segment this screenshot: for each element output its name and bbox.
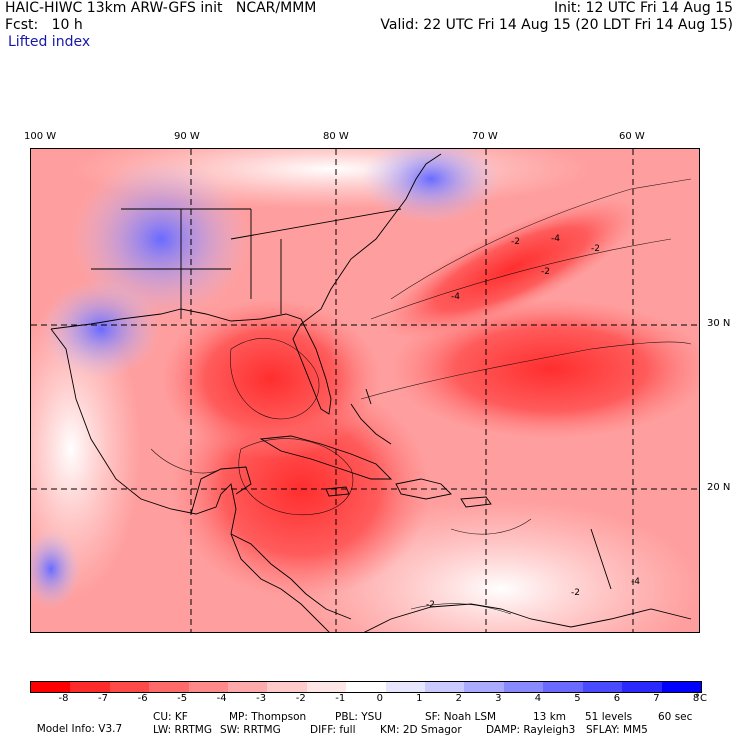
colorbar-label: -7 — [98, 693, 109, 704]
lon-label-70w: 70 W — [472, 131, 498, 142]
model-info: Model Info: V3.7 — [36, 723, 123, 735]
colorbar-label: 1 — [416, 693, 423, 704]
valid-time: Valid: 22 UTC Fri 14 Aug 15 (20 LDT Fri … — [380, 17, 733, 33]
mexico-coast — [50, 328, 330, 632]
colorbar-segment — [267, 682, 307, 692]
colorbar-label: 8 — [692, 693, 700, 704]
colorbar-segment — [582, 682, 623, 692]
model-title: HAIC-HIWC 13km ARW-GFS init NCAR/MMM — [5, 0, 317, 16]
graticule — [31, 149, 699, 632]
coastlines — [50, 153, 692, 632]
colorbar-label: 5 — [574, 693, 581, 704]
cu-info: CU: KF — [153, 711, 188, 723]
contour-label: -2 — [571, 588, 580, 598]
km-info: KM: 2D Smagor — [380, 724, 462, 736]
blue-area-northeast — [361, 149, 501, 224]
colorbar-label: 2 — [455, 693, 462, 704]
contours — [150, 178, 692, 615]
contour-label: -2 — [426, 600, 435, 610]
colorbar-segment — [149, 682, 189, 692]
south-america — [363, 603, 692, 632]
lon-label-60w: 60 W — [619, 131, 645, 142]
colorbar-segment — [306, 682, 347, 692]
contour-label: -2 — [591, 244, 600, 254]
damp-info: DAMP: Rayleigh3 — [486, 724, 576, 736]
unstable-core-gulf — [161, 299, 381, 459]
init-time: Init: 12 UTC Fri 14 Aug 15 — [553, 0, 733, 16]
colorbar-label: 3 — [495, 693, 502, 704]
lat-label-20n: 20 N — [707, 482, 731, 493]
lw-info: LW: RRTMG — [153, 724, 212, 736]
contour-label: -4 — [451, 292, 460, 302]
colorbar-segment — [385, 682, 426, 692]
colorbar-segment — [70, 682, 110, 692]
mp-info: MP: Thompson — [229, 711, 307, 723]
colorbar-label: -6 — [137, 693, 148, 704]
puerto-rico — [460, 496, 492, 508]
lat-label-30n: 30 N — [707, 318, 731, 329]
blue-area-texas — [41, 279, 161, 379]
colorbar-segment — [188, 682, 229, 692]
colorbar — [30, 681, 702, 693]
hispaniola — [395, 478, 452, 500]
colorbar-label: -4 — [216, 693, 227, 704]
footer-line-1: Model Info: V3.7 — [30, 711, 123, 735]
colorbar-label: -2 — [295, 693, 306, 704]
lon-label-100w: 100 W — [24, 131, 57, 142]
lon-label-80w: 80 W — [323, 131, 349, 142]
colorbar-label: 6 — [613, 693, 621, 704]
contour-label: -2 — [541, 267, 550, 277]
colorbar-segment — [228, 682, 268, 692]
blue-area-plains — [71, 159, 251, 319]
diff-info: DIFF: full — [310, 724, 356, 736]
unstable-core-atlantic — [391, 299, 699, 439]
lesser-antilles — [590, 528, 612, 590]
sw-info: SW: RRTMG — [220, 724, 281, 736]
pbl-info: PBL: YSU — [335, 711, 383, 723]
colorbar-label: 7 — [653, 693, 660, 704]
colorbar-segment — [464, 682, 504, 692]
lon-label-90w: 90 W — [174, 131, 200, 142]
colorbar-segment — [425, 682, 465, 692]
colorbar-label: -5 — [177, 693, 188, 704]
colorbar-label: 0 — [376, 693, 383, 704]
colorbar-label: -8 — [58, 693, 69, 704]
forecast-hour: Fcst: 10 h — [5, 17, 83, 33]
unstable-band-ne — [382, 199, 640, 339]
colorbar-label: -1 — [335, 693, 346, 704]
jamaica — [325, 486, 350, 497]
colorbar-segment — [31, 682, 71, 692]
sf-info: SF: Noah LSM — [425, 711, 497, 723]
colorbar-label: 4 — [534, 693, 542, 704]
colorbar-segment — [503, 682, 544, 692]
central-america — [230, 533, 352, 620]
colorbar-segment — [346, 682, 386, 692]
contour-label: -4 — [631, 577, 640, 587]
cuba — [259, 435, 393, 480]
blue-area-southwest — [31, 529, 81, 609]
field-name: Lifted index — [8, 34, 91, 50]
colorbar-segment — [661, 682, 701, 692]
state-borders — [91, 208, 402, 319]
levels-info: 51 levels — [585, 711, 633, 723]
grid-info: 13 km — [533, 711, 567, 723]
lifted-index-map: -2 -4 -2 -2 -4 -2 -4 -2 — [30, 148, 700, 633]
sflay-info: SFLAY: MM5 — [586, 724, 648, 736]
us-gulf-coast — [50, 153, 442, 415]
timestep-info: 60 sec — [658, 711, 693, 723]
contour-labels: -2 -4 -2 -2 -4 -2 -4 -2 — [426, 234, 640, 610]
bahamas — [350, 388, 392, 445]
colorbar-unit: °C — [695, 693, 707, 704]
contour-label: -4 — [551, 234, 560, 244]
yucatan — [190, 466, 252, 515]
colorbar-segment — [543, 682, 583, 692]
contour-label: -2 — [511, 237, 520, 247]
colorbar-label: -3 — [256, 693, 267, 704]
colorbar-segment — [622, 682, 662, 692]
colorbar-segment — [109, 682, 150, 692]
